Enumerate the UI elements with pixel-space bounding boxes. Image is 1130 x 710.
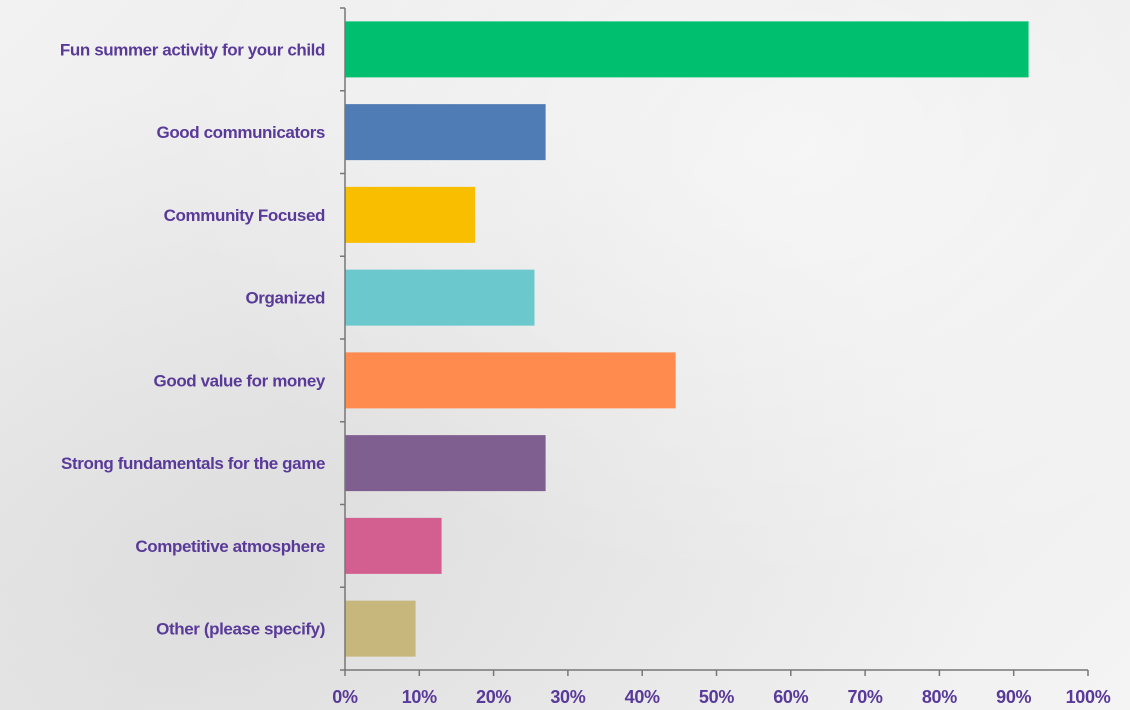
category-label-6: Competitive atmosphere — [135, 537, 325, 556]
x-tick-label-1: 10% — [402, 687, 437, 707]
bars-group — [345, 21, 1029, 657]
bar-5 — [345, 435, 546, 492]
x-tick-label-7: 70% — [848, 687, 883, 707]
bar-2 — [345, 186, 476, 243]
category-label-5: Strong fundamentals for the game — [61, 454, 325, 473]
category-label-0: Fun summer activity for your child — [60, 40, 325, 59]
category-labels-group: Fun summer activity for your child Good c… — [60, 40, 326, 638]
x-tick-label-0: 0% — [332, 687, 358, 707]
category-label-3: Organized — [245, 289, 325, 308]
x-tick-label-4: 40% — [625, 687, 660, 707]
x-tick-label-8: 80% — [922, 687, 957, 707]
axes-group — [340, 7, 1089, 676]
x-tick-label-2: 20% — [476, 687, 511, 707]
bar-1 — [345, 104, 546, 161]
bar-0 — [345, 21, 1029, 78]
category-label-2: Community Focused — [164, 206, 325, 225]
bar-6 — [345, 517, 442, 574]
x-tick-label-9: 90% — [996, 687, 1031, 707]
bar-7 — [345, 600, 416, 657]
x-tick-label-10: 100% — [1066, 687, 1111, 707]
x-tick-labels-group: 0% 10% 20% 30% 40% 50% 60% 70% 80% 90% 100% — [332, 687, 1111, 707]
x-tick-label-6: 60% — [773, 687, 808, 707]
category-label-7: Other (please specify) — [156, 620, 325, 639]
x-tick-label-5: 50% — [699, 687, 734, 707]
bar-3 — [345, 269, 535, 326]
category-label-1: Good communicators — [157, 123, 326, 142]
x-tick-label-3: 30% — [550, 687, 585, 707]
category-label-4: Good value for money — [154, 371, 326, 390]
bar-4 — [345, 352, 676, 409]
